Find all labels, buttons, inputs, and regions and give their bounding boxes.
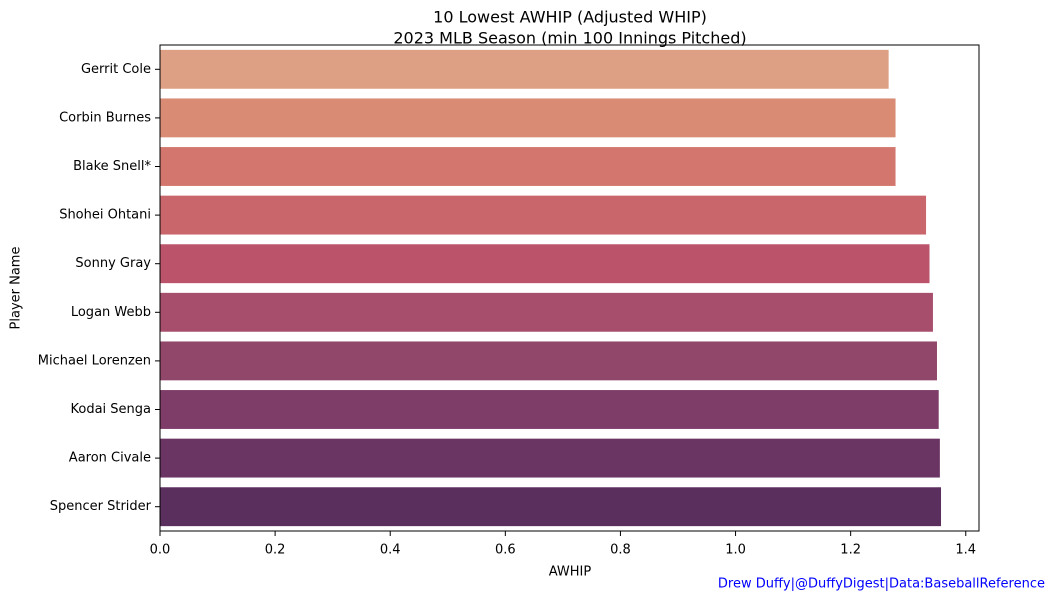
x-tick-label: 1.0 xyxy=(725,543,746,558)
y-tick-label: Aaron Civale xyxy=(69,451,151,466)
x-tick-label: 0.6 xyxy=(495,543,516,558)
bar xyxy=(160,195,927,235)
attribution: Drew Duffy|@DuffyDigest|Data:BaseballRef… xyxy=(718,577,1045,592)
bar xyxy=(160,438,940,478)
y-tick-label: Michael Lorenzen xyxy=(38,353,151,368)
chart-title: 10 Lowest AWHIP (Adjusted WHIP) xyxy=(433,8,707,27)
y-tick-label: Gerrit Cole xyxy=(81,62,151,77)
x-tick-label: 0.2 xyxy=(265,543,286,558)
plot-frame xyxy=(159,44,980,532)
y-tick-label: Blake Snell* xyxy=(73,159,151,174)
bar xyxy=(160,341,937,381)
y-tick-label: Kodai Senga xyxy=(70,402,151,417)
chart-subtitle: 2023 MLB Season (min 100 Innings Pitched… xyxy=(393,29,746,48)
bar xyxy=(160,292,933,332)
bar xyxy=(160,98,896,138)
y-tick-label: Corbin Burnes xyxy=(59,110,151,125)
x-tick-label: 0.8 xyxy=(610,543,631,558)
bar xyxy=(160,147,896,186)
bar xyxy=(160,244,930,284)
x-tick-label: 0.4 xyxy=(380,543,401,558)
y-tick-label: Logan Webb xyxy=(71,305,151,320)
y-axis-label: Player Name xyxy=(9,247,24,330)
x-tick-label: 0.0 xyxy=(150,543,171,558)
x-axis-label: AWHIP xyxy=(549,565,592,580)
x-tick-label: 1.4 xyxy=(955,543,976,558)
y-tick-label: Spencer Strider xyxy=(50,499,152,514)
bar xyxy=(160,487,942,527)
y-tick-label: Shohei Ohtani xyxy=(59,208,151,223)
y-tick-label: Sonny Gray xyxy=(75,256,151,271)
bar xyxy=(160,390,939,429)
bar xyxy=(160,49,889,89)
x-tick-label: 1.2 xyxy=(840,543,861,558)
